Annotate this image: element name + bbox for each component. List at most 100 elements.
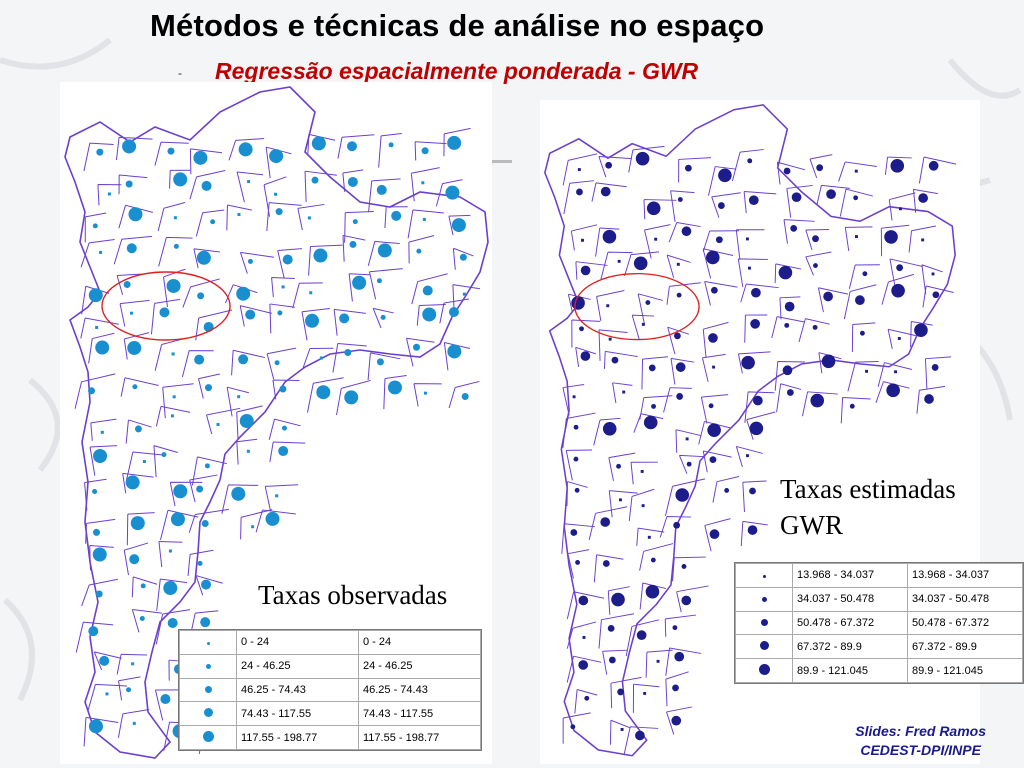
estimated-caption-line1: Taxas estimadas xyxy=(780,474,956,504)
rate-dot xyxy=(107,192,111,196)
rate-dot xyxy=(171,352,175,356)
highlight-ellipse xyxy=(574,272,700,341)
rate-dot xyxy=(311,176,319,184)
estimated-rates-map xyxy=(544,104,957,757)
rate-dot xyxy=(245,309,256,320)
rate-dot xyxy=(352,275,367,290)
rate-dot xyxy=(170,512,185,527)
rate-dot xyxy=(849,403,855,409)
rate-dot xyxy=(812,324,818,330)
rate-dot xyxy=(646,201,661,216)
rate-dot xyxy=(349,240,357,248)
rate-dot xyxy=(99,655,110,666)
rate-dot xyxy=(127,340,142,355)
rate-dot xyxy=(573,456,579,462)
rate-dot xyxy=(274,360,280,366)
rate-dot xyxy=(570,724,576,730)
rate-dot xyxy=(578,595,589,606)
rate-dot xyxy=(748,266,751,270)
rate-dot xyxy=(918,193,928,203)
legend-range: 0 - 24 xyxy=(236,630,359,655)
rate-dot xyxy=(201,579,212,590)
rate-dot xyxy=(95,590,103,598)
rate-dot xyxy=(681,595,692,606)
rate-dot xyxy=(130,516,145,531)
rate-dot xyxy=(122,139,137,154)
rate-dot xyxy=(88,719,103,734)
rate-dot xyxy=(602,421,617,436)
rate-dot xyxy=(131,662,135,666)
rate-dot xyxy=(88,626,99,637)
legend-symbol-icon xyxy=(762,575,766,579)
rate-dot xyxy=(134,425,142,433)
rate-dot xyxy=(931,364,939,371)
rate-dot xyxy=(201,520,209,528)
rate-dot xyxy=(125,475,140,490)
rate-dot xyxy=(391,210,402,221)
legend-row: 0 - 24 0 - 24 xyxy=(179,630,481,655)
legend-range: 67.372 - 89.9 xyxy=(792,634,908,660)
rate-dot xyxy=(784,301,795,312)
rate-dot xyxy=(201,180,212,191)
rate-dot xyxy=(237,395,241,399)
rate-dot xyxy=(602,560,610,567)
rate-dot xyxy=(675,362,686,372)
rate-dot xyxy=(247,180,251,184)
rate-dot xyxy=(784,322,790,328)
rate-dot xyxy=(205,384,213,392)
rate-dot xyxy=(712,365,716,369)
rate-dot xyxy=(635,151,650,166)
rate-dot xyxy=(316,385,331,400)
rate-dot xyxy=(675,488,690,502)
legend-range: 50.478 - 67.372 xyxy=(792,610,908,636)
rate-dot xyxy=(640,469,644,473)
rate-dot xyxy=(580,351,591,361)
legend-row: 74.43 - 117.55 74.43 - 117.55 xyxy=(179,701,481,727)
rate-dot xyxy=(890,159,905,173)
rate-dot xyxy=(676,292,682,298)
rate-dot xyxy=(422,307,437,322)
rate-dot xyxy=(278,446,289,457)
rate-dot xyxy=(854,169,858,173)
legend-range: 24 - 46.25 xyxy=(236,653,359,679)
rate-dot xyxy=(600,517,611,527)
rate-dot xyxy=(810,393,825,408)
rate-dot xyxy=(167,147,175,155)
rate-dot xyxy=(891,283,905,298)
rate-dot xyxy=(826,189,836,199)
rate-dot xyxy=(791,192,802,203)
legend-range: 74.43 - 117.55 xyxy=(236,701,359,727)
rate-dot xyxy=(619,498,622,502)
rate-dot xyxy=(681,226,692,237)
rate-dot xyxy=(451,218,466,233)
rate-dot xyxy=(749,487,756,495)
rate-dot xyxy=(576,188,583,196)
legend-label: 89.9 - 121.045 xyxy=(907,658,1023,683)
rate-dot xyxy=(636,630,647,640)
rate-dot xyxy=(210,219,216,225)
legend-range: 13.968 - 34.037 xyxy=(792,563,908,588)
rate-dot xyxy=(896,264,904,272)
legend-range: 117.55 - 198.77 xyxy=(236,725,359,750)
rate-dot xyxy=(376,278,382,284)
rate-dot xyxy=(681,564,687,569)
rate-dot xyxy=(281,285,285,289)
rate-dot xyxy=(239,414,254,429)
rate-dot xyxy=(160,694,171,705)
rate-dot xyxy=(816,164,824,172)
legend-symbol-icon xyxy=(203,707,213,717)
rate-dot xyxy=(749,421,764,436)
legend-symbol-icon xyxy=(761,597,767,603)
rate-dot xyxy=(651,403,656,409)
rate-dot xyxy=(718,168,732,183)
rate-dot xyxy=(884,230,898,244)
rate-dot xyxy=(339,313,350,324)
rate-dot xyxy=(216,422,220,426)
rate-dot xyxy=(161,452,167,458)
rate-dot xyxy=(269,149,284,164)
legend-symbol-icon xyxy=(759,640,769,650)
rate-dot xyxy=(650,557,656,563)
rate-dot xyxy=(274,192,278,196)
rate-dot xyxy=(812,235,819,243)
rate-dot xyxy=(571,296,585,310)
